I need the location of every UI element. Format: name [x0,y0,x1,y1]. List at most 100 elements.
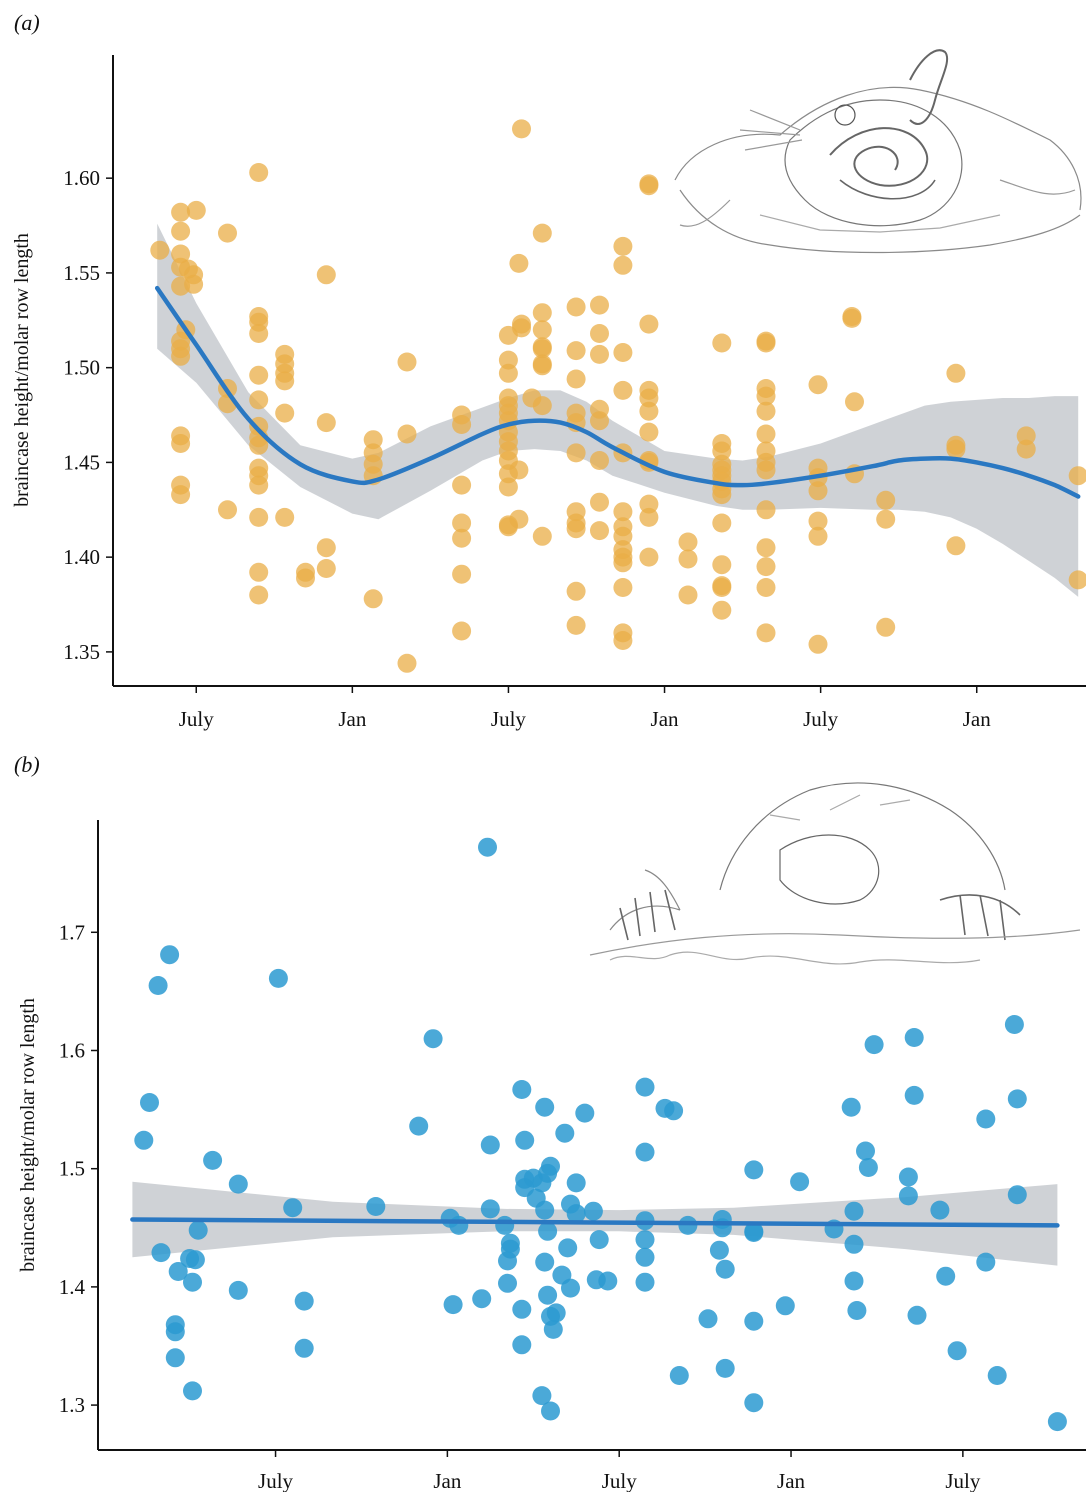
data-point [249,163,269,182]
data-point [249,365,269,385]
data-point [268,968,288,988]
data-point [218,500,237,520]
y-axis-label: braincase height/molar row length [11,233,33,507]
data-point [316,538,336,558]
data-point [756,401,776,421]
data-point [535,1200,555,1220]
y-tick-label: 1.6 [59,1038,85,1062]
fit-line [154,285,1081,499]
data-point [566,581,586,601]
data-point [844,1234,864,1254]
data-point [744,1160,764,1180]
data-point [678,585,698,605]
data-point [538,1285,558,1305]
x-tick-label: July [179,707,215,731]
data-point [635,1077,655,1097]
data-point [366,1197,386,1216]
confidence-band-area [157,223,1079,597]
data-point [744,1311,764,1331]
data-point [532,223,552,243]
data-point [275,403,295,423]
data-point [635,1272,655,1292]
data-point [512,1335,532,1355]
data-point [363,430,383,450]
data-point [976,1252,996,1272]
data-point [183,1381,202,1401]
data-point [844,1201,864,1221]
panel-label-a: (a) [14,10,40,35]
data-point [589,1230,609,1250]
data-point [613,631,633,650]
data-point [171,276,191,296]
data-point [532,303,552,323]
data-point [316,559,336,578]
data-point [532,1386,552,1406]
data-point [1068,570,1086,590]
data-point [538,1221,558,1241]
data-point [165,1322,185,1342]
data-point [555,1123,575,1143]
data-point [583,1201,603,1221]
scatter-points [150,119,1086,673]
data-point [712,485,732,505]
data-point [543,1319,563,1339]
data-point [756,424,776,444]
data-point [904,1028,924,1047]
data-point [790,1172,810,1192]
data-point [947,1341,967,1361]
data-point [532,396,552,416]
data-point [756,538,776,558]
data-point [613,255,633,275]
data-point [228,1174,248,1194]
data-point [775,1296,795,1316]
data-point [452,415,472,434]
x-tick-label: Jan [963,707,991,731]
data-point [168,1262,188,1281]
data-point [171,346,191,366]
data-point [808,634,828,654]
data-point [171,434,191,453]
data-point [532,526,552,546]
data-point [756,386,776,406]
data-point [639,494,659,514]
x-tick-label: July [258,1469,294,1492]
data-point [613,526,633,546]
y-tick-label: 1.4 [59,1275,86,1299]
data-point [532,320,552,340]
data-point [635,1247,655,1267]
data-point [566,1204,586,1224]
x-tick-label: July [491,707,527,731]
data-point [845,392,864,412]
x-tick-label: July [602,1469,638,1492]
mole-emerging-illustration [589,782,1081,965]
data-point [363,589,383,609]
data-point [509,460,529,480]
data-point [546,1303,566,1323]
data-point [498,477,518,497]
data-point [808,511,828,531]
data-point [171,244,191,264]
scatter-points [134,837,1067,1432]
y-tick-label: 1.45 [63,450,100,474]
data-point [698,1309,718,1329]
fit-curve [154,285,1081,499]
panel-label-b: (b) [14,752,40,777]
data-point [397,653,417,673]
data-point [171,202,191,222]
y-tick-label: 1.3 [59,1393,85,1417]
data-point [566,443,586,463]
x-tick-label: Jan [651,707,679,731]
data-point [535,1097,555,1117]
data-point [452,475,472,495]
data-point [907,1305,927,1325]
data-point [452,513,472,533]
data-point [613,236,633,256]
data-point [249,585,269,605]
x-tick-label: Jan [433,1469,461,1492]
data-point [590,521,609,541]
data-point [558,1238,578,1258]
data-point [639,401,659,421]
data-point [639,422,659,442]
data-point [1004,1015,1024,1034]
data-point [712,513,732,533]
